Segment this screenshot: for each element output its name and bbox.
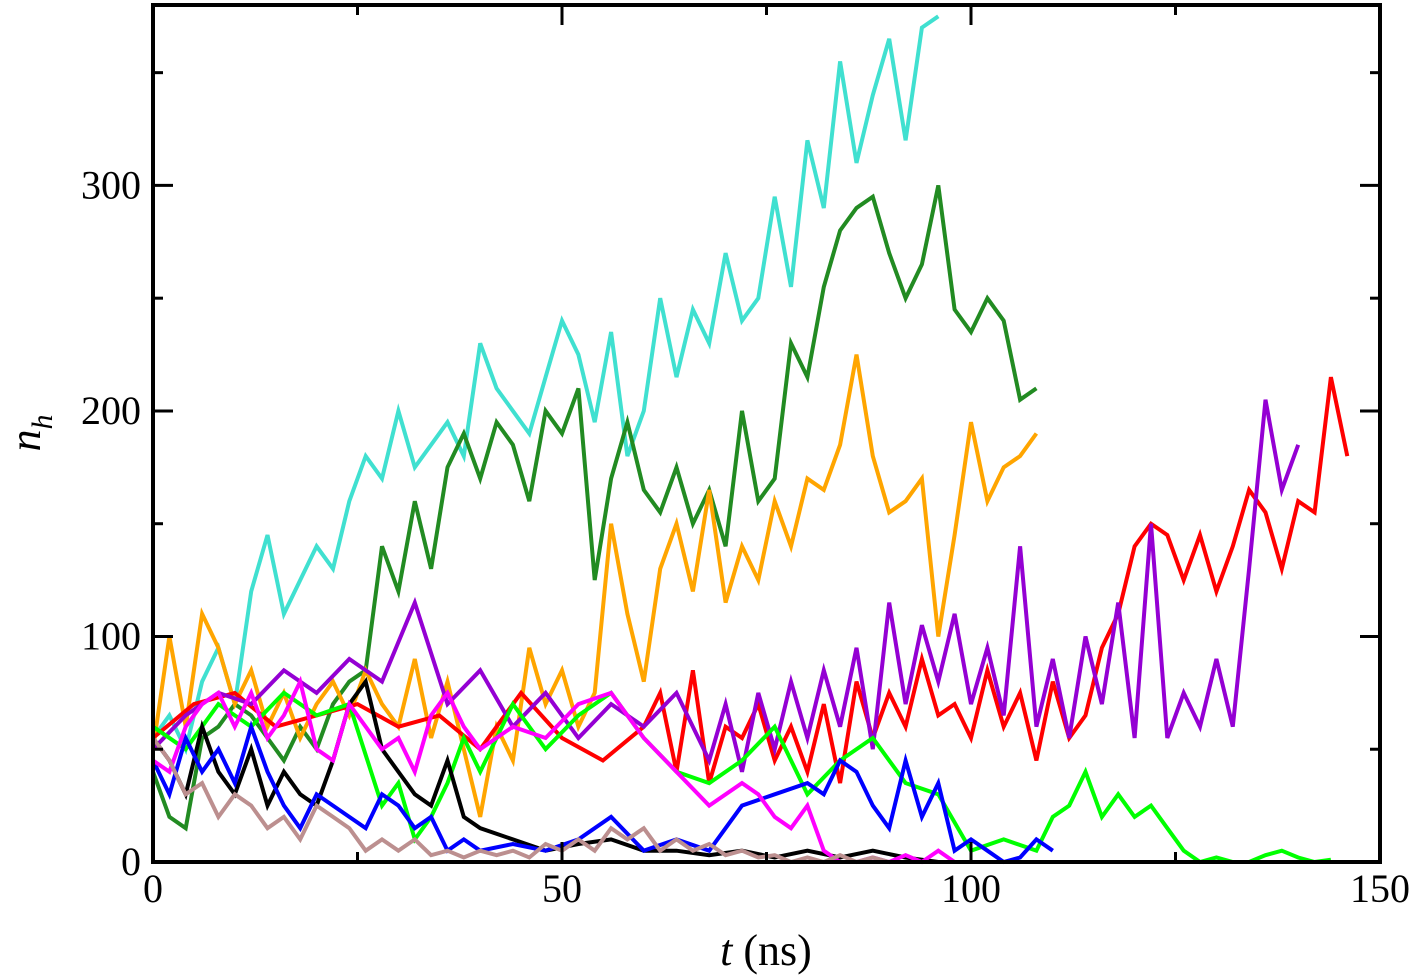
y-tick-label: 300 [81,162,141,207]
series-layer [151,14,1350,865]
x-tick-label: 150 [1350,866,1410,911]
series-line-3 [151,354,1039,818]
series-line-5 [151,399,1301,773]
y-tick-label: 100 [81,613,141,658]
x-axis-title: t (ns) [720,926,812,975]
y-axis-title: nh [1,415,59,452]
series-line-1 [151,14,940,756]
y-tick-label: 200 [81,388,141,433]
series-line-2 [151,184,1038,832]
tick-layer: 0 50 100 150 0 100 200 300 [81,5,1410,911]
x-tick-label: 100 [941,866,1001,911]
x-tick-label: 0 [143,866,163,911]
y-tick-label: 0 [121,839,141,884]
x-tick-label: 50 [542,866,582,911]
series-line-4 [151,376,1350,784]
